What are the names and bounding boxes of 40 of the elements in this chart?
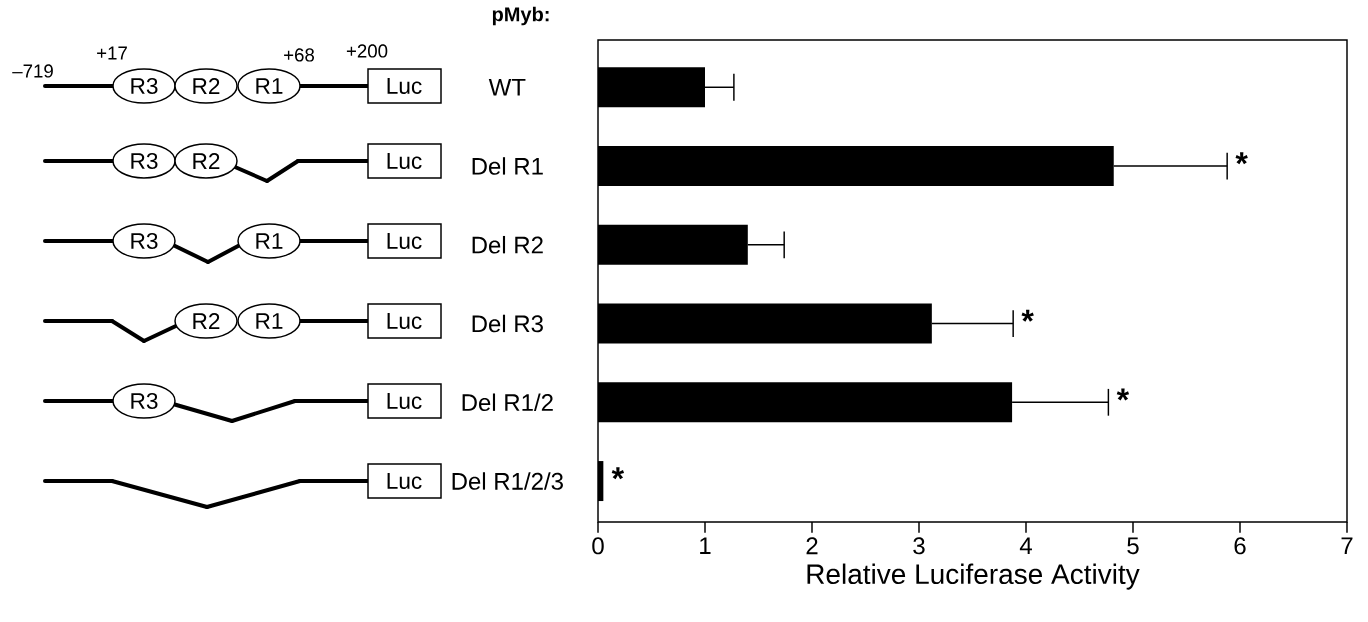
- text: R3: [131, 152, 158, 170]
- x-tick-label: 3: [913, 537, 925, 555]
- text: Luc: [387, 393, 422, 409]
- text: R3: [131, 77, 158, 95]
- text: R3: [131, 392, 158, 410]
- text: R1: [256, 313, 283, 329]
- annotation: *: [1235, 152, 1248, 165]
- text: Luc: [387, 233, 422, 249]
- y-tick-label: Del R1: [472, 157, 543, 175]
- x-tick-label: 2: [806, 537, 818, 555]
- text: +200: [346, 44, 388, 58]
- text: R2: [193, 78, 220, 94]
- y-tick-label: Del R1/2: [462, 393, 553, 412]
- text: Luc: [387, 153, 422, 169]
- y-tick-label: Del R1/2/3: [452, 472, 563, 490]
- text: +68: [284, 48, 315, 62]
- text: R1: [256, 233, 283, 249]
- text: Luc: [387, 473, 422, 489]
- text: R1: [256, 78, 283, 94]
- annotation: *: [1021, 309, 1034, 322]
- y-tick-label: Del R2: [472, 235, 543, 254]
- y-axis-title: pMyb:: [492, 6, 549, 26]
- y-tick-label: WT: [488, 79, 526, 96]
- x-tick-label: 5: [1127, 537, 1139, 555]
- x-axis-title: Relative Luciferase Activity: [807, 563, 1140, 590]
- x-tick-label: 6: [1234, 537, 1246, 555]
- annotation: *: [611, 467, 625, 480]
- x-tick-label: 0: [592, 537, 604, 555]
- x-tick-label: 1: [700, 537, 711, 554]
- text: Luc: [387, 313, 422, 329]
- text: R3: [131, 232, 158, 250]
- x-tick-label: 7: [1341, 537, 1353, 554]
- annotation: *: [1116, 388, 1130, 401]
- x-tick-label: 4: [1019, 537, 1032, 554]
- text: +17: [97, 46, 127, 60]
- text: R2: [193, 313, 220, 329]
- text: –719: [12, 64, 53, 78]
- text: R2: [193, 153, 220, 169]
- text: Luc: [387, 78, 422, 94]
- y-tick-label: Del R3: [472, 314, 543, 333]
